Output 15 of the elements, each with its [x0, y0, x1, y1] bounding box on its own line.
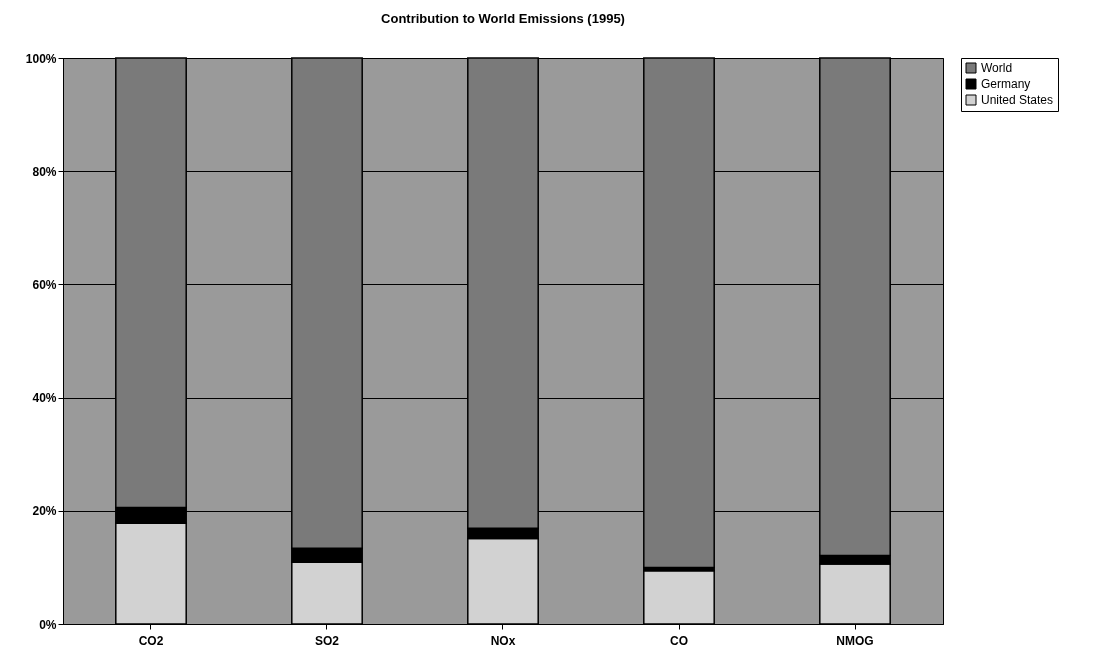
x-tick-label: CO [670, 633, 688, 648]
x-tick-label: CO2 [138, 633, 164, 648]
legend-label: United States [981, 93, 1054, 107]
x-tick-label: SO2 [314, 633, 340, 648]
y-tick-label: 20% [32, 504, 57, 519]
y-tick-label: 0% [39, 617, 57, 632]
x-tick-label: NOx [490, 633, 516, 648]
legend-label: Germany [981, 77, 1031, 91]
legend-label: World [981, 61, 1013, 75]
y-tick-label: 100% [25, 51, 57, 66]
y-tick-label: 40% [32, 391, 57, 406]
y-tick-label: 60% [32, 277, 57, 292]
x-tick-label: NMOG [836, 633, 874, 648]
y-tick-label: 80% [32, 164, 57, 179]
chart-title: Contribution to World Emissions (1995) [381, 11, 625, 26]
